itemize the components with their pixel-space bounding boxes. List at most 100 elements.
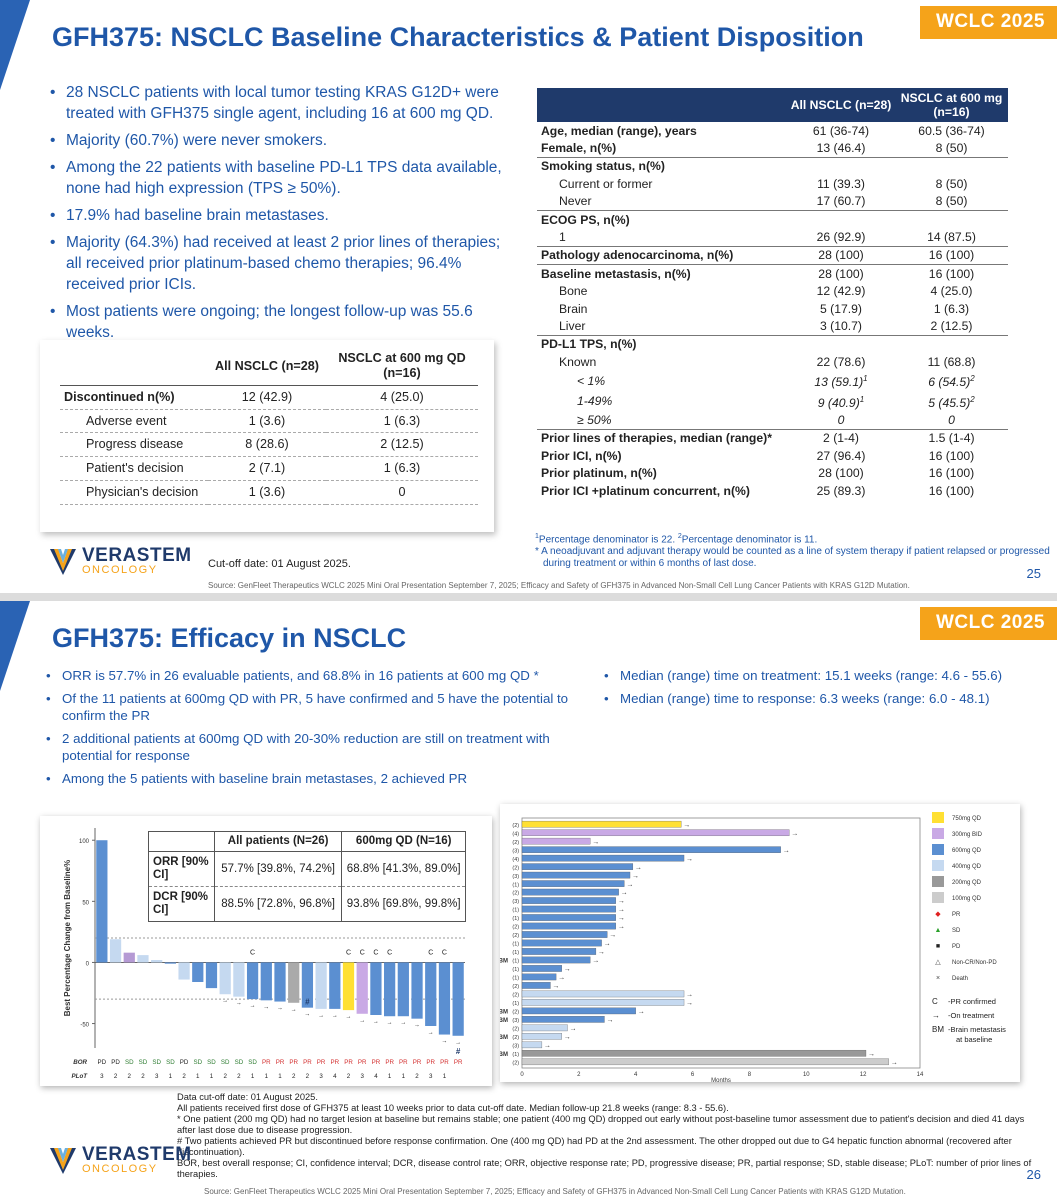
bor-label: SD — [235, 1059, 244, 1066]
on-treatment-arrow: → — [250, 1003, 256, 1009]
y-tick-label: -50 — [80, 1023, 89, 1029]
cell-value — [787, 156, 895, 176]
legend-label: 750mg QD — [952, 816, 982, 822]
cell-text: 12 (42.9) — [816, 284, 866, 299]
plot-label: 3 — [429, 1073, 433, 1080]
plot-row-label: PLoT — [72, 1073, 89, 1080]
swimmer-bar — [521, 829, 790, 837]
swimmer-bar — [521, 956, 591, 964]
plot-label: 2 — [347, 1073, 351, 1080]
waterfall-plot-card: 100 50 0 -50 Best Percentage Change from Bas… — [40, 816, 492, 1086]
page-number: 26 — [1026, 1167, 1041, 1182]
waterfall-bar — [123, 952, 135, 963]
table-row: Known 22 (78.6) 11 (68.8) — [537, 353, 1008, 370]
cell-text: 28 (100) — [818, 466, 864, 481]
prior-lines-label: (1) — [512, 1001, 519, 1007]
swimmer-bar — [521, 948, 597, 955]
prior-lines-label: (4) — [512, 831, 519, 837]
cell-value: 11 (68.8) — [895, 353, 1008, 370]
cell-text: 27 (96.4) — [816, 448, 866, 463]
table-row: PD-L1 TPS, n(%) — [537, 334, 1008, 354]
bor-row-label: BOR — [73, 1059, 87, 1066]
swimmer-bar — [521, 1007, 636, 1015]
cell-value: 61 (36-74) — [787, 122, 895, 139]
cell-value: 16 (100) — [895, 447, 1008, 464]
prior-lines-label: (3) — [512, 848, 519, 854]
swimmer-bar — [521, 973, 557, 981]
superscript: 2 — [970, 374, 975, 384]
cell-value: 60.5 (36-74) — [895, 122, 1008, 139]
on-treatment-arrow: → — [222, 998, 228, 1004]
cell-value: 3 (10.7) — [787, 317, 895, 335]
y-axis-label: Best Percentage Change from Baseline% — [63, 860, 72, 1017]
prior-lines-label: (2) — [512, 984, 519, 990]
waterfall-chart: 100 50 0 -50 Best Percentage Change from Bas… — [63, 828, 465, 1080]
on-treatment-arrow: → — [868, 1051, 875, 1058]
plot-label: 3 — [100, 1073, 104, 1080]
table-row: Current or former 11 (39.3) 8 (50) — [537, 175, 1008, 192]
waterfall-bar — [288, 962, 300, 1003]
pr-confirmed-mark: C — [373, 949, 378, 956]
bor-label: PR — [317, 1059, 326, 1066]
table-row: Adverse event 1 (3.6) 1 (6.3) — [60, 409, 478, 434]
bor-label: PR — [440, 1059, 449, 1066]
pr-confirmed-mark: C — [442, 949, 447, 956]
bullet-item: Median (range) time on treatment: 15.1 w… — [604, 667, 1024, 684]
col-all-nsclc: All NSCLC (n=28) — [787, 88, 895, 122]
cell-text: 8 (50) — [935, 194, 968, 209]
swimmer-bar — [521, 982, 551, 989]
prior-lines-label: (2) — [512, 891, 519, 897]
waterfall-bar — [370, 962, 382, 1015]
legend-marker-icon: △ — [935, 959, 941, 966]
prior-lines-label: (2) — [512, 840, 519, 846]
bor-label: PR — [331, 1059, 340, 1066]
legend-swatch — [932, 844, 944, 855]
x-tick-label: 6 — [691, 1072, 695, 1078]
cell-text: 3 (10.7) — [819, 318, 862, 333]
table-row: Physician's decision 1 (3.6) 0 — [60, 480, 478, 505]
on-treatment-arrow: → — [618, 907, 625, 914]
prior-lines-label: (2) — [512, 823, 519, 829]
cell-value — [895, 209, 1008, 229]
right-bullet-list: Median (range) time on treatment: 15.1 w… — [604, 667, 1024, 713]
cell-text: 17 (60.7) — [816, 194, 866, 209]
on-treatment-arrow: → — [626, 881, 633, 888]
bor-label: PD — [98, 1059, 107, 1066]
cell-text: 22 (78.6) — [816, 354, 866, 369]
cell-value: 1 (6.3) — [326, 456, 478, 481]
row-label: Bone — [559, 284, 588, 299]
superscript: 1 — [859, 394, 865, 404]
swimmer-bar — [521, 965, 562, 972]
disposition-table: All NSCLC (n=28) NSCLC at 600 mg QD (n=1… — [60, 347, 478, 505]
cell-value: 5 (17.9) — [787, 300, 895, 317]
table-row: Female, n(%) 13 (46.4) 8 (50) — [537, 139, 1008, 157]
waterfall-bar — [137, 955, 149, 963]
on-treatment-arrow: → — [598, 949, 605, 956]
waterfall-bar — [151, 960, 163, 963]
cell-text: 6 (54.5) — [928, 375, 971, 390]
row-label: Current or former — [559, 176, 653, 191]
cell-text: 2 (1-4) — [823, 431, 859, 446]
cell-value: 14 (87.5) — [895, 228, 1008, 246]
table-row: Prior ICI +platinum concurrent, n(%) 25 (… — [537, 482, 1008, 499]
cell-value: 0 — [787, 411, 895, 429]
cell-text: 0 — [837, 412, 845, 427]
footnote: Data cut-off date: 01 August 2025. — [177, 1092, 318, 1102]
waterfall-bar — [192, 962, 204, 982]
waterfall-bar — [205, 962, 218, 989]
plot-label: 1 — [402, 1073, 406, 1080]
legend-key-label: -On treatment — [948, 1011, 995, 1020]
cell-text: 5 (45.5) — [928, 395, 971, 410]
on-treatment-arrow: → — [632, 873, 639, 880]
swimmer-bar — [521, 905, 616, 913]
legend-label: PD — [952, 944, 961, 950]
cell-value: 16 (100) — [895, 245, 1008, 265]
cell-value: 88.5% [72.8%, 96.8%] — [213, 886, 342, 922]
table-row: Pathology adenocarcinoma, n(%) 28 (100) 16… — [537, 245, 1008, 265]
cell-text: 16 (100) — [928, 466, 975, 481]
cell-value: 13 (46.4) — [787, 139, 895, 157]
row-label: Prior ICI +platinum concurrent, n(%) — [541, 483, 750, 498]
on-treatment-arrow: → — [618, 915, 625, 922]
prior-lines-label: (1) — [512, 950, 519, 956]
bor-label: PR — [358, 1059, 367, 1066]
